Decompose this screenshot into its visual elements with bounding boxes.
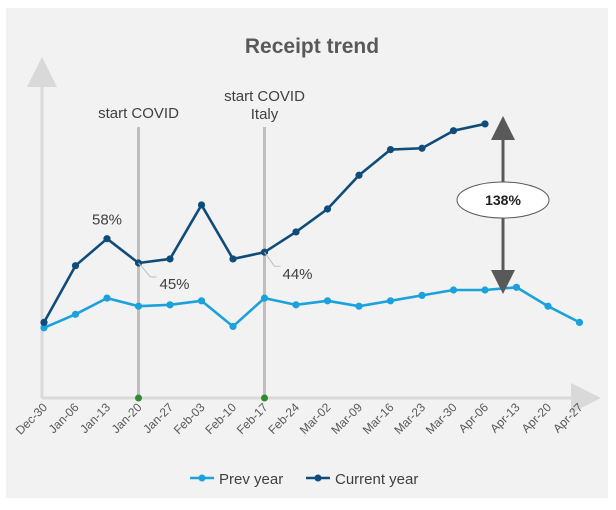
data-point [418,291,426,299]
data-point [40,318,48,326]
data-point [386,297,395,305]
data-point [512,283,521,291]
x-tick-labels: Dec-30Jan-06Jan-13Jan-20Jan-27Feb-03Feb-… [13,400,586,437]
legend-current-year-marker [314,474,322,482]
x-tick-label: Feb-17 [234,400,271,437]
annotation-44-percent: 44% [283,266,313,283]
chart-title: Receipt trend [245,35,379,58]
data-point [166,255,174,263]
x-tick-label: Mar-16 [360,400,397,437]
data-point [386,146,395,154]
data-point [197,201,206,209]
data-point [481,286,489,294]
data-point [544,302,552,310]
chart-frame [6,8,608,498]
x-tick-label: Feb-10 [202,400,239,437]
covid-italy-label-line2: Italy [251,106,279,123]
annotation-45-percent: 45% [160,276,190,293]
x-tick-label: Mar-09 [328,400,365,437]
data-point [134,302,143,310]
x-tick-label: Mar-02 [297,400,334,437]
series-line [43,285,581,329]
data-point [260,248,269,256]
covid-start-label: start COVID [98,105,179,122]
x-tick-label: Mar-30 [423,400,460,437]
growth-badge [456,181,550,219]
data-point [71,310,80,318]
growth-badge-label: 138% [485,192,521,208]
data-point [229,322,237,331]
data-point [292,228,300,236]
x-tick-label: Apr-13 [487,400,523,436]
legend-current-year-label: Current year [335,471,418,488]
data-point [166,301,174,309]
legend-prev-year-marker [198,474,206,482]
x-tick-label: Jan-20 [109,400,145,436]
data-point [103,294,111,302]
x-tick-label: Feb-24 [265,400,302,437]
data-point [103,235,111,243]
data-point [355,171,363,179]
leader-45-percent [138,262,157,278]
data-point [292,301,300,309]
x-tick-label: Jan-06 [46,400,82,436]
legend-prev-year-label: Prev year [219,471,283,488]
x-tick-label: Jan-13 [77,400,113,436]
x-tick-label: Apr-06 [456,400,492,436]
annotation-58-percent: 58% [92,212,122,229]
data-point [40,324,48,332]
data-point [71,262,80,270]
data-point [418,144,426,152]
x-tick-label: Dec-30 [13,400,50,437]
data-point [449,127,458,135]
data-point [260,294,269,302]
legend: Prev year Current year [190,471,418,488]
x-tick-label: Apr-20 [519,400,555,436]
data-point [575,318,584,326]
data-point [481,120,489,128]
x-tick-label: Mar-23 [391,400,428,437]
covid-italy-marker [261,394,268,402]
data-point [323,205,332,213]
data-point [197,297,206,305]
covid-start-marker [135,394,142,402]
data-point [229,255,237,263]
covid-italy-label-line1: start COVID [224,88,305,105]
data-point [323,297,332,305]
x-tick-label: Jan-27 [140,400,176,436]
x-tick-label: Feb-03 [171,400,208,437]
x-tick-label: Apr-27 [550,400,586,436]
data-point [449,286,458,294]
leader-44-percent [264,251,281,267]
data-point [355,302,363,310]
